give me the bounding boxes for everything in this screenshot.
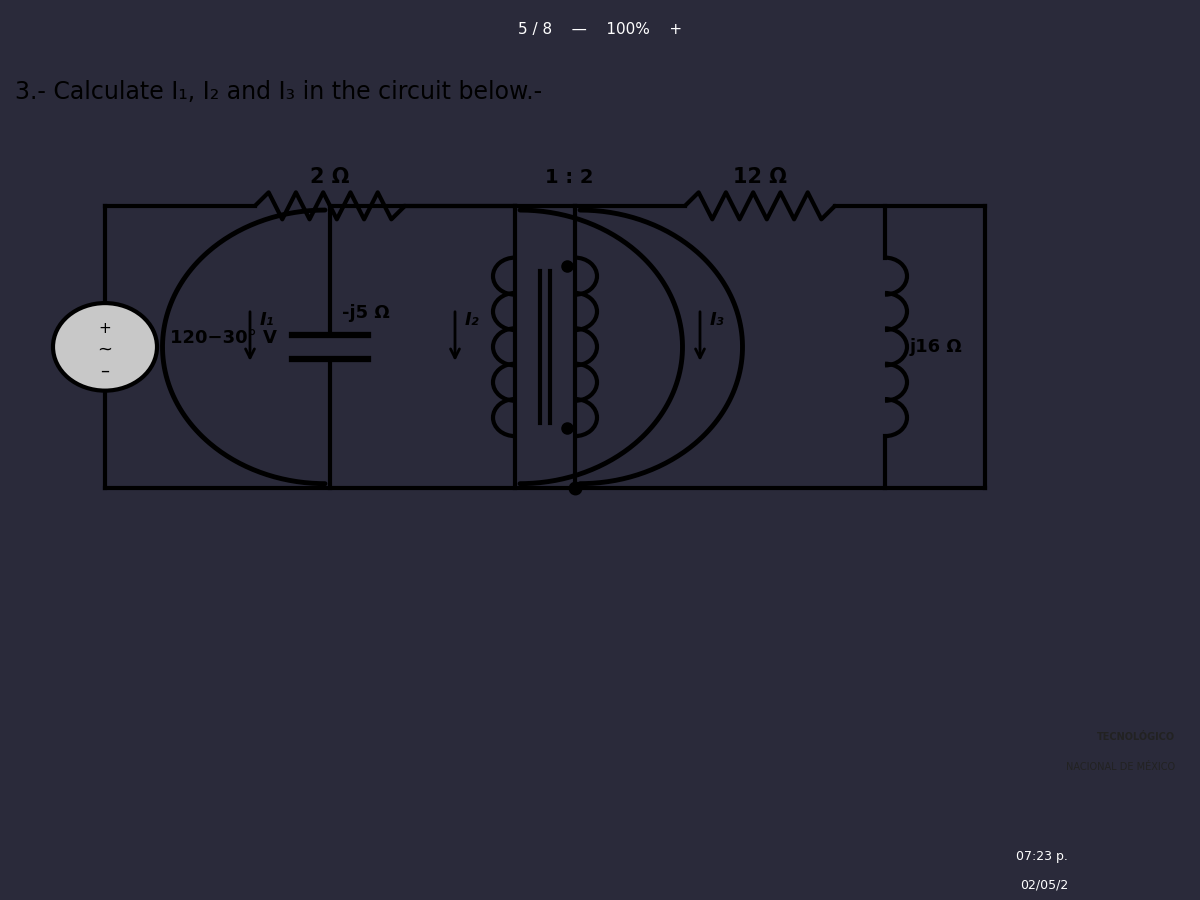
- Circle shape: [53, 303, 157, 391]
- Text: 12 Ω: 12 Ω: [733, 167, 787, 187]
- Text: 3.- Calculate I₁, I₂ and I₃ in the circuit below.-: 3.- Calculate I₁, I₂ and I₃ in the circu…: [14, 79, 542, 104]
- Text: 07:23 p.: 07:23 p.: [1016, 850, 1068, 863]
- Text: -j5 Ω: -j5 Ω: [342, 303, 390, 321]
- Text: NACIONAL DE MÉXICO: NACIONAL DE MÉXICO: [1066, 762, 1175, 772]
- Text: 120−30° V: 120−30° V: [170, 329, 277, 347]
- Text: j16 Ω: j16 Ω: [910, 338, 962, 356]
- Text: I₁: I₁: [260, 310, 275, 328]
- Text: 2 Ω: 2 Ω: [311, 167, 349, 187]
- Text: –: –: [101, 362, 109, 380]
- Text: 02/05/2: 02/05/2: [1020, 878, 1068, 891]
- Text: +: +: [98, 320, 112, 336]
- Text: ~: ~: [97, 340, 113, 358]
- Text: I₂: I₂: [464, 310, 480, 328]
- Text: 5 / 8    —    100%    +: 5 / 8 — 100% +: [518, 22, 682, 37]
- Text: I₃: I₃: [710, 310, 725, 328]
- Text: TECNOLÓGICO: TECNOLÓGICO: [1097, 733, 1175, 742]
- Text: 1 : 2: 1 : 2: [545, 168, 594, 187]
